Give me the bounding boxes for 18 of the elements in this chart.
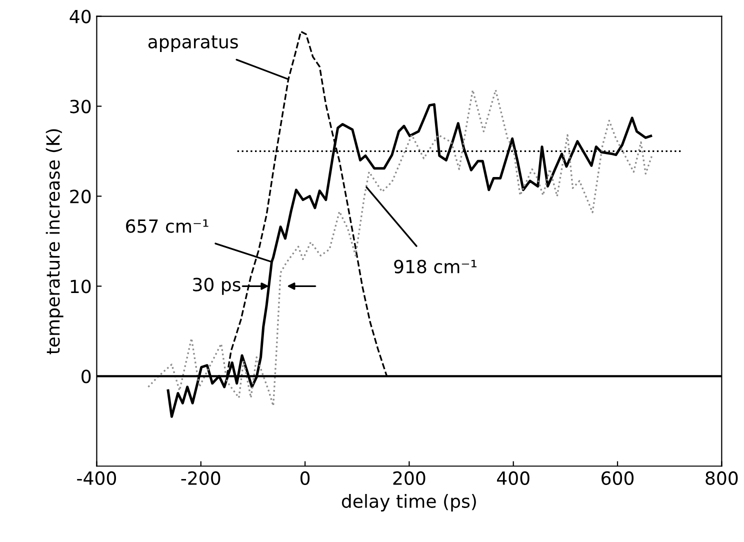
annotation: 30 ps: [193, 278, 240, 295]
x-tick-label: -400: [77, 471, 116, 485]
y-tick-label: 20: [70, 190, 91, 204]
x-tick-label: 0: [300, 471, 310, 485]
annotation: 918 cm⁻¹: [394, 260, 476, 274]
x-axis-title: delay time (ps): [342, 494, 476, 512]
x-tick-label: 200: [393, 471, 426, 485]
x-tick-label: 600: [602, 471, 634, 485]
x-tick-label: 800: [706, 471, 738, 485]
y-axis-title: temperature increase (K): [46, 129, 64, 354]
x-tick-label: 400: [497, 471, 530, 485]
y-tick-label: 40: [70, 10, 91, 24]
annotation: apparatus: [148, 36, 238, 52]
x-tick-label: -200: [181, 471, 220, 485]
y-tick-label: 0: [82, 370, 91, 384]
annotation: 657 cm⁻¹: [126, 219, 208, 233]
y-tick-label: 10: [70, 280, 91, 294]
y-tick-label: 30: [70, 100, 91, 114]
